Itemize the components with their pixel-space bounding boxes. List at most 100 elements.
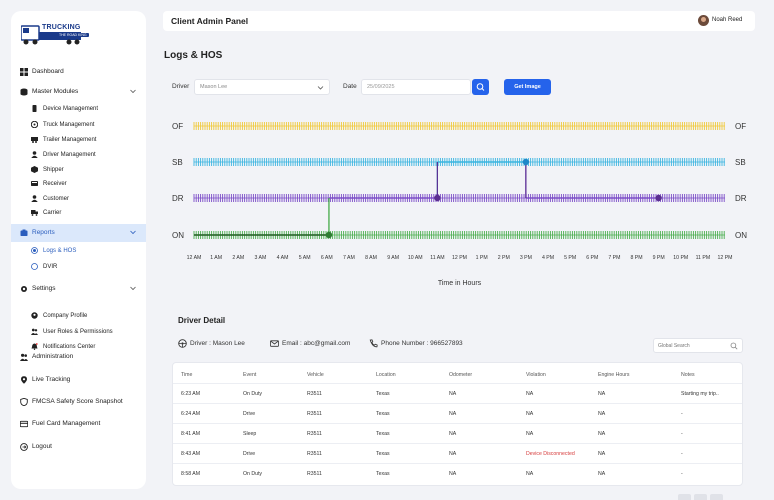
sidebar-subitem-label: Shipper (43, 167, 64, 173)
global-search-input[interactable] (658, 341, 728, 351)
shield-icon (20, 398, 28, 406)
roles-icon (31, 328, 38, 335)
cell-vehicle: R3511 (307, 411, 322, 417)
sidebar-item-logout[interactable]: Logout (11, 438, 146, 456)
sidebar-subitem-label: User Roles & Permissions (43, 329, 113, 335)
table-row[interactable]: 6:23 AM On Duty R3511 Texas NA NA NA Sta… (173, 383, 742, 403)
duty-change-point (434, 194, 441, 202)
sidebar-subitem-label: Notifications Center (43, 344, 96, 350)
x-tick-label: 12 PM (718, 255, 733, 261)
sidebar-subitem-carrier[interactable]: Carrier (11, 206, 146, 220)
table-row[interactable]: 6:24 AM Drive R3511 Texas NA NA NA - (173, 403, 742, 423)
mail-icon (270, 340, 279, 347)
table-row[interactable]: 8:41 AM Sleep R3511 Texas NA NA NA - (173, 423, 742, 443)
sidebar: TRUCKING THE ROAD KING Dashboard Master … (11, 11, 146, 489)
date-label: Date (343, 83, 357, 90)
logo-text: TRUCKING (42, 24, 81, 31)
avatar[interactable] (698, 15, 709, 26)
sidebar-item-fuel-card[interactable]: Fuel Card Management (11, 415, 146, 433)
sidebar-subitem-notifications[interactable]: Notifications Center (11, 340, 146, 354)
status-label-right: OF (735, 122, 746, 131)
sidebar-item-administration[interactable]: Administration (11, 348, 146, 366)
cell-time: 6:24 AM (181, 411, 201, 417)
cell-violation: Device Disconnected (526, 451, 575, 457)
sidebar-subitem-label: Customer (43, 196, 70, 202)
get-image-button[interactable]: Get Image (504, 79, 551, 95)
sidebar-subitem-label: Truck Management (43, 122, 95, 128)
cell-notes: - (681, 411, 683, 417)
sidebar-subitem-trailer-management[interactable]: Trailer Management (11, 133, 146, 147)
x-tick-label: 10 AM (408, 255, 423, 261)
cell-engine-hours: NA (598, 411, 606, 417)
x-tick-label: 12 PM (452, 255, 467, 261)
pagination-prev-button[interactable] (678, 494, 691, 500)
user-name[interactable]: Noah Reed (712, 17, 743, 23)
hos-chart-svg: OF OF SB SB DR DR ON ON 12 AM 1 AM 2 AM 3 AM 4 AM 5 A… (172, 122, 747, 287)
driver-select-value: Mason Lee (200, 84, 228, 90)
trailer-icon (31, 137, 38, 143)
sidebar-item-settings[interactable]: Settings (11, 280, 146, 298)
phone-info-text: Phone Number : 966527893 (381, 340, 463, 347)
sidebar-item-live-tracking[interactable]: Live Tracking (11, 371, 146, 389)
x-tick-label: 2 AM (232, 255, 244, 261)
column-header: Vehicle (307, 372, 324, 378)
sidebar-subitem-receiver[interactable]: Receiver (11, 177, 146, 191)
sidebar-subitem-user-roles[interactable]: User Roles & Permissions (11, 325, 146, 339)
date-field-value: 25/09/2025 (367, 84, 395, 90)
cell-violation: NA (526, 431, 534, 437)
driver-select[interactable]: Mason Lee (194, 79, 330, 95)
sidebar-item-dashboard[interactable]: Dashboard (11, 63, 146, 81)
global-search[interactable] (653, 338, 743, 353)
sidebar-subitem-customer[interactable]: Customer (11, 192, 146, 206)
search-icon (476, 83, 485, 91)
cell-vehicle: R3511 (307, 451, 322, 457)
x-tick-label: 3 PM (520, 255, 532, 261)
cell-notes: Starting my trip.. (681, 391, 719, 397)
sidebar-subitem-logs-hos[interactable]: Logs & HOS (11, 244, 146, 258)
steering-wheel-icon (178, 339, 187, 348)
cell-vehicle: R3511 (307, 431, 322, 437)
table-row[interactable]: 8:58 AM On Duty R3511 Texas NA NA NA - (173, 463, 742, 483)
driver-icon (31, 151, 38, 158)
device-icon (32, 105, 37, 112)
sidebar-item-master-modules[interactable]: Master Modules (11, 83, 146, 101)
sidebar-item-reports[interactable]: Reports (11, 224, 146, 242)
sidebar-subitem-device-management[interactable]: Device Management (11, 102, 146, 116)
column-header: Time (181, 372, 193, 378)
sidebar-item-fmcsa[interactable]: FMCSA Safety Score Snapshot (11, 393, 146, 411)
cell-time: 6:23 AM (181, 391, 201, 397)
cell-event: Drive (243, 411, 256, 417)
column-header: Engine Hours (598, 372, 630, 378)
x-tick-label: 3 AM (254, 255, 266, 261)
sidebar-subitem-shipper[interactable]: Shipper (11, 163, 146, 177)
cell-odometer: NA (449, 411, 457, 417)
table-row[interactable]: 8:43 AM Drive R3511 Texas NA Device Disc… (173, 443, 742, 463)
hos-chart: OF OF SB SB DR DR ON ON 12 AM 1 AM 2 AM 3 AM 4 AM 5 A… (163, 110, 755, 295)
duty-change-point (522, 158, 530, 166)
cell-notes: - (681, 471, 683, 477)
sidebar-subitem-dvir[interactable]: DVIR (11, 260, 146, 274)
cell-violation: NA (526, 471, 534, 477)
cell-engine-hours: NA (598, 471, 606, 477)
dashboard-icon (20, 68, 28, 76)
sidebar-subitem-label: Trailer Management (43, 137, 97, 143)
cell-odometer: NA (449, 391, 457, 397)
sidebar-item-label: Reports (32, 229, 55, 236)
phone-icon (369, 339, 378, 348)
card-icon (20, 420, 28, 428)
date-search-button[interactable] (472, 79, 489, 95)
sidebar-subitem-label: DVIR (43, 264, 58, 270)
sidebar-subitem-driver-management[interactable]: Driver Management (11, 148, 146, 162)
sidebar-subitem-truck-management[interactable]: Truck Management (11, 118, 146, 132)
driver-label: Driver (172, 83, 190, 90)
modules-icon (20, 88, 28, 96)
sidebar-item-label: Logout (32, 443, 52, 450)
cell-odometer: NA (449, 471, 457, 477)
cell-time: 8:43 AM (181, 451, 201, 457)
date-field[interactable]: 25/09/2025 (361, 79, 471, 95)
pagination-next-button[interactable] (710, 494, 723, 500)
location-pin-icon (21, 376, 27, 384)
sidebar-subitem-company-profile[interactable]: Company Profile (11, 309, 146, 323)
pagination-page-button[interactable] (694, 494, 707, 500)
logo[interactable]: TRUCKING THE ROAD KING (20, 23, 91, 47)
